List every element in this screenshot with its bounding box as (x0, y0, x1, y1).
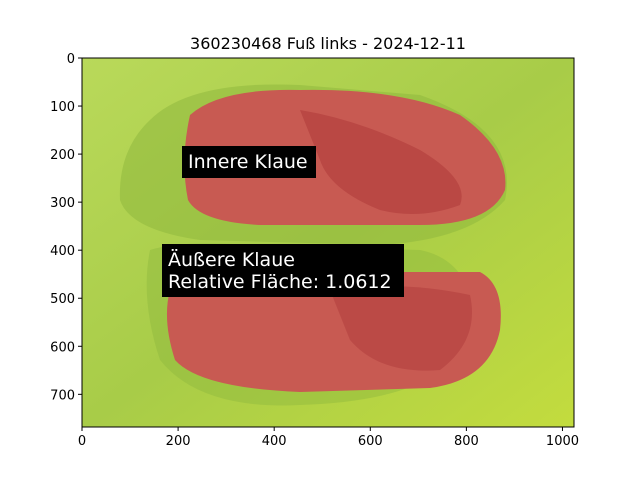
claw-detail (300, 110, 462, 214)
annotation-text: Innere Klaue (188, 151, 308, 173)
y-tick-label: 100 (50, 100, 75, 115)
y-tick-label: 700 (50, 388, 75, 403)
y-tick-label: 0 (67, 52, 75, 67)
x-tick-label: 200 (166, 434, 191, 449)
y-tick-label: 500 (50, 292, 75, 307)
photo (82, 58, 574, 427)
x-tick-label: 0 (78, 434, 86, 449)
annotation-box (182, 146, 316, 178)
claw-detail (330, 286, 472, 371)
annotation-box (162, 244, 404, 297)
annotation-text: Relative Fläche: 1.0612 (168, 271, 392, 293)
axes-frame (81, 57, 575, 428)
x-tick-label: 800 (454, 434, 479, 449)
x-tick-label: 1000 (546, 434, 579, 449)
y-tick-label: 300 (50, 196, 75, 211)
x-tick-label: 600 (358, 434, 383, 449)
x-tick-label: 400 (262, 434, 287, 449)
y-tick-label: 600 (50, 340, 75, 355)
annotation-text: Äußere Klaue (168, 248, 295, 271)
y-tick-label: 400 (50, 244, 75, 259)
y-tick-label: 200 (50, 148, 75, 163)
chart-title: 360230468 Fuß links - 2024-12-11 (190, 34, 466, 53)
